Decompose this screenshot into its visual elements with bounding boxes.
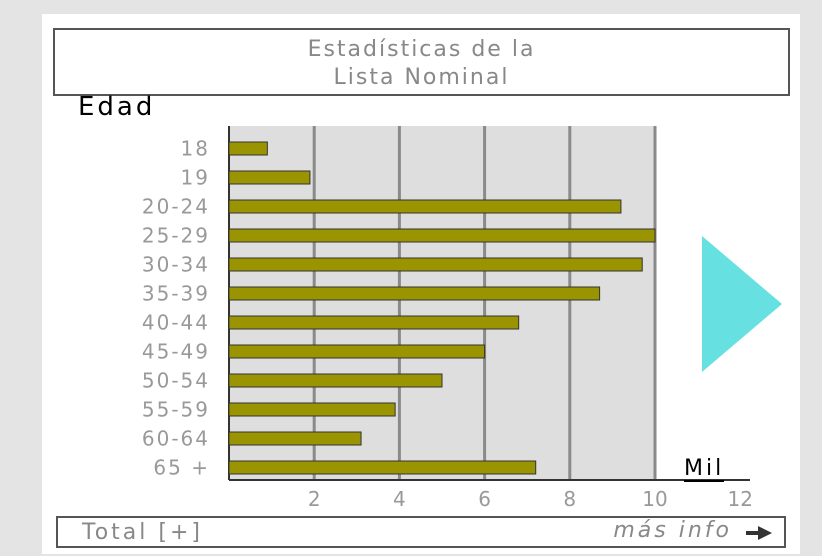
bar (228, 257, 643, 272)
plot-area (229, 126, 655, 480)
x-tick-label: 2 (308, 487, 321, 511)
arrow-right-icon[interactable] (746, 526, 772, 540)
bar (228, 141, 268, 156)
category-label: 55-59 (142, 398, 210, 422)
x-tick-label: 4 (393, 487, 406, 511)
total-link[interactable]: Total [+] (82, 520, 203, 545)
x-tick-label: 12 (727, 487, 752, 511)
category-label: 19 (181, 166, 210, 190)
footer-bar: Total [+] más info (56, 516, 786, 548)
category-label: 35-39 (142, 282, 210, 306)
bar (228, 402, 396, 417)
more-info-link[interactable]: más info (613, 518, 732, 543)
bar (228, 431, 362, 446)
category-label: 60-64 (142, 427, 210, 451)
category-label: 40-44 (142, 311, 210, 335)
x-tick-label: 8 (563, 487, 576, 511)
bar (228, 460, 537, 475)
title-line-2: Lista Nominal (333, 65, 510, 90)
category-label: 65 + (153, 456, 210, 480)
bar (228, 315, 520, 330)
x-tick-label: 6 (478, 487, 491, 511)
bar (228, 199, 622, 214)
bar (228, 170, 311, 185)
category-label: 20-24 (142, 195, 210, 219)
x-unit-label: Mil (684, 456, 725, 482)
bar (228, 286, 601, 301)
category-label: 50-54 (142, 369, 210, 393)
category-label: 18 (181, 137, 210, 161)
title-line-1: Estadísticas de la (307, 37, 536, 62)
category-label: 45-49 (142, 340, 210, 364)
y-axis-label: Edad (78, 92, 156, 122)
next-arrow-icon[interactable] (702, 236, 782, 372)
chart-title: Estadísticas de la Lista Nominal (53, 28, 790, 96)
category-label: 25-29 (142, 224, 210, 248)
bar (228, 344, 486, 359)
bar (228, 228, 656, 243)
x-tick-label: 10 (642, 487, 667, 511)
category-label: 30-34 (142, 253, 210, 277)
bar (228, 373, 443, 388)
